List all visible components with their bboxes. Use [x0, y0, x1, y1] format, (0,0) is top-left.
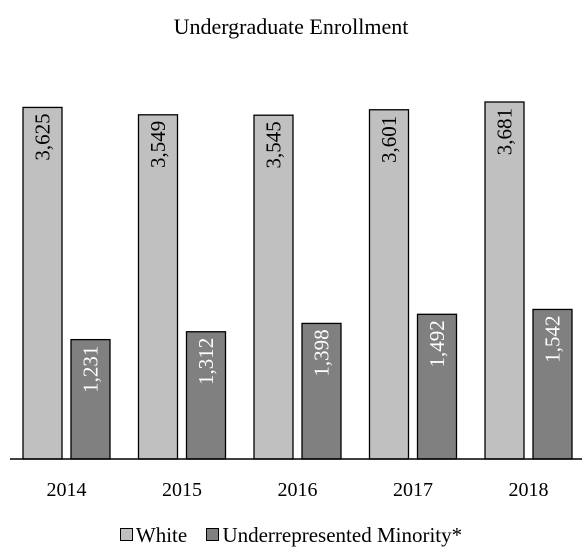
- legend-swatch-underrepresented-minority: [206, 528, 220, 541]
- data-label-white-2018: 3,681: [493, 108, 517, 155]
- bar-white-2017: [368, 109, 410, 460]
- bar-white-2014: [22, 106, 63, 460]
- bar-underrepresented-minority-2017: [416, 313, 458, 460]
- data-label-white-2014: 3,625: [31, 113, 55, 160]
- bar-white-2015: [137, 114, 179, 460]
- data-label-underrepresented-minority-2015: 1,312: [194, 338, 218, 385]
- bar-white-2018: [484, 101, 525, 460]
- x-tick-label-2014: 2014: [47, 479, 87, 501]
- data-label-white-2017: 3,601: [377, 116, 401, 163]
- bar-underrepresented-minority-2014: [70, 338, 111, 460]
- x-tick-label-2015: 2015: [162, 479, 202, 501]
- bar-underrepresented-minority-2018: [532, 308, 573, 460]
- x-tick-label-2018: 2018: [509, 479, 549, 501]
- data-label-white-2016: 3,545: [262, 121, 286, 168]
- data-label-underrepresented-minority-2016: 1,398: [310, 329, 334, 376]
- data-label-underrepresented-minority-2017: 1,492: [425, 320, 449, 367]
- x-tick-label-2016: 2016: [278, 479, 318, 501]
- data-label-white-2015: 3,549: [146, 121, 170, 168]
- legend-item-white: White: [119, 523, 188, 548]
- legend-label-underrepresented-minority: Underrepresented Minority*: [222, 523, 463, 547]
- data-label-underrepresented-minority-2018: 1,542: [541, 315, 565, 362]
- legend-swatch-white: [119, 528, 133, 541]
- chart-title: Undergraduate Enrollment: [173, 14, 409, 39]
- legend-item-underrepresented-minority: Underrepresented Minority*: [206, 523, 462, 548]
- data-label-underrepresented-minority-2014: 1,231: [79, 346, 103, 393]
- x-tick-label-2017: 2017: [393, 479, 433, 501]
- legend: White Underrepresented Minority*: [0, 523, 582, 548]
- legend-label-white: White: [135, 523, 188, 547]
